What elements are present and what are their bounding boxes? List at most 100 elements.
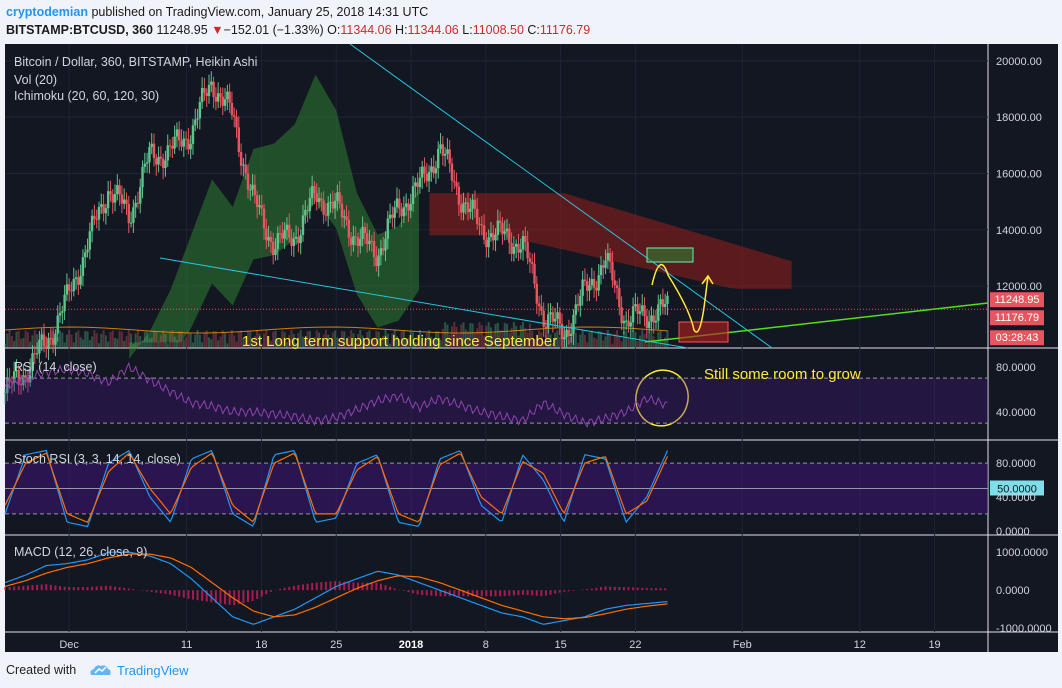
candle-body: [157, 156, 160, 165]
candle-body: [155, 158, 158, 165]
volume-bar: [467, 331, 470, 348]
volume-bar: [75, 332, 78, 348]
volume-bar: [228, 334, 231, 348]
tradingview-link[interactable]: TradingView: [117, 663, 189, 678]
volume-bar: [93, 330, 96, 348]
volume-bar: [423, 342, 426, 348]
candle-body: [595, 287, 598, 291]
volume-bar: [84, 331, 87, 348]
volume-bar: [416, 335, 419, 348]
candle-body: [453, 180, 456, 183]
candle-body: [283, 229, 286, 239]
volume-bar: [217, 340, 220, 348]
macd-hist-bar: [329, 581, 332, 591]
candle-body: [207, 84, 211, 96]
candle-body: [446, 149, 449, 154]
volume-bar: [462, 322, 465, 348]
volume-bar: [533, 338, 536, 348]
macd-hist-bar: [169, 590, 172, 595]
candle-body: [485, 239, 488, 248]
volume-bar: [79, 337, 82, 348]
candle-body: [70, 290, 73, 292]
time-tick-label: Feb: [733, 639, 752, 651]
candle-body: [579, 295, 582, 306]
candle-body: [40, 334, 43, 340]
time-tick-label: 2018: [399, 639, 423, 651]
candle-body: [116, 185, 119, 195]
candle-body: [657, 304, 660, 321]
macd-hist-bar: [544, 590, 547, 596]
axes: 20000.00 18000.00 16000.00 14000.00 12000.00…: [59, 56, 1051, 651]
candle-body: [8, 378, 11, 382]
candle-body: [361, 226, 364, 239]
candle-body: [223, 99, 227, 106]
candle-body: [608, 252, 612, 262]
volume-bar: [175, 340, 178, 348]
volume-bar: [622, 331, 625, 348]
volume-bar: [366, 332, 369, 348]
candle-body: [641, 305, 644, 312]
volume-bar: [86, 331, 89, 348]
volume-bar: [15, 331, 18, 348]
tradingview-logo-icon[interactable]: [88, 662, 112, 678]
candle-body: [249, 189, 252, 191]
candle-body: [12, 371, 16, 383]
candle-body: [482, 225, 486, 240]
price-change: −152.01 (−1.33%): [223, 23, 324, 37]
candle-body: [537, 303, 541, 307]
volume-bar: [638, 335, 641, 348]
volume-bar: [88, 340, 91, 348]
macd-hist-bar: [448, 590, 451, 597]
macd-hist-bar: [393, 588, 396, 591]
macd-hist-bar: [522, 590, 525, 595]
volume-bar: [136, 330, 139, 348]
candle-body: [343, 216, 346, 218]
candle-body: [439, 144, 442, 149]
candle-body: [200, 87, 204, 103]
candle-body: [478, 223, 481, 225]
macd-hist-bar: [618, 586, 621, 591]
chart-labels: Bitcoin / Dollar, 360, BITSTAMP, Heikin …: [14, 55, 861, 559]
candle-body: [148, 147, 151, 163]
author-link[interactable]: cryptodemian: [6, 5, 88, 19]
macd-hist-bar: [132, 589, 135, 591]
candle-body: [356, 237, 360, 246]
candle-body: [173, 136, 176, 149]
volume-bar: [618, 335, 621, 348]
volume-bar: [63, 342, 66, 348]
volume-bar: [636, 341, 639, 348]
volume-bar: [487, 322, 490, 348]
macd-hist-bar: [609, 586, 612, 591]
volume-bar: [134, 333, 137, 348]
volume-bar: [574, 332, 577, 348]
macd-hist-bar: [347, 582, 350, 591]
volume-bar: [501, 330, 504, 348]
volume-bar: [375, 330, 378, 348]
volume-bar: [535, 337, 538, 348]
candle-body: [404, 203, 408, 208]
volume-bar: [664, 337, 667, 348]
volume-bar: [483, 335, 486, 348]
macd-hist-bar: [201, 590, 204, 601]
macd-hist-bar: [63, 586, 66, 591]
candle-body: [81, 257, 85, 276]
candle-body: [106, 191, 110, 209]
candle-body: [166, 145, 169, 161]
candle-body: [145, 162, 149, 164]
volume-bar: [480, 325, 483, 348]
candle-body: [638, 311, 642, 314]
volume-bar: [434, 331, 437, 348]
macd-hist-bar: [531, 590, 534, 596]
volume-bar: [599, 331, 602, 348]
candle-body: [122, 199, 126, 204]
macd-hist-bar: [49, 584, 52, 591]
candle-body: [88, 231, 92, 250]
volume-bar: [528, 323, 531, 348]
candle-body: [226, 91, 229, 100]
candle-body: [95, 219, 98, 221]
volume-bar: [524, 328, 527, 348]
quote-line: BITSTAMP:BTCUSD, 360 11248.95 ▼−152.01 (…: [6, 23, 590, 37]
candle-body: [212, 81, 215, 97]
candle-body: [379, 248, 383, 256]
volume-bar: [139, 335, 142, 348]
